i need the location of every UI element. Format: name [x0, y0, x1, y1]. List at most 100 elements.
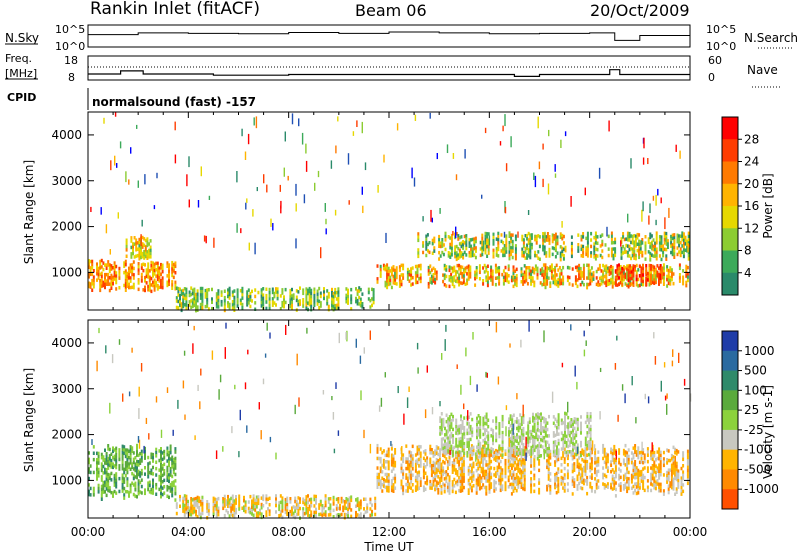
data-cell: [656, 456, 659, 461]
data-cell: [510, 463, 513, 467]
data-cell: [562, 247, 565, 252]
data-cell: [233, 512, 236, 516]
data-cell: [185, 497, 188, 502]
data-cell: [345, 287, 348, 291]
data-cell: [493, 486, 496, 490]
data-cell: [160, 482, 162, 486]
data-cell: [632, 270, 635, 275]
data-cell: [429, 444, 432, 449]
data-cell: [671, 243, 674, 247]
data-cell: [395, 275, 398, 280]
data-cell: [594, 241, 597, 245]
data-cell: [538, 462, 541, 466]
data-cell: [238, 497, 241, 502]
data-cell: [113, 454, 116, 459]
data-cell: [613, 444, 616, 449]
data-cell: [456, 460, 459, 464]
data-cell: [171, 260, 174, 265]
data-cell: [207, 288, 210, 292]
data-cell: [302, 507, 305, 511]
data-cell: [528, 436, 531, 440]
data-cell: [518, 467, 521, 472]
data-cell: [627, 470, 630, 475]
data-cell: [448, 484, 451, 489]
data-cell: [640, 453, 643, 458]
data-cell: [236, 298, 239, 302]
data-cell: [331, 287, 333, 292]
data-cell: [201, 495, 204, 500]
data-cell: [123, 283, 126, 288]
data-cell: [667, 487, 670, 492]
data-cell: [231, 290, 234, 294]
speckle-cell: [125, 171, 127, 183]
data-cell: [504, 458, 507, 463]
speckle-cell: [510, 136, 512, 148]
data-cell: [624, 453, 627, 457]
data-cell: [152, 267, 154, 272]
data-cell: [343, 506, 346, 510]
data-cell: [251, 499, 253, 503]
data-cell: [249, 507, 252, 512]
data-cell: [543, 245, 546, 249]
data-cell: [589, 269, 592, 273]
data-cell: [650, 453, 653, 457]
data-cell: [576, 461, 579, 466]
data-cell: [608, 278, 611, 283]
data-cell: [99, 272, 102, 277]
speckle-cell: [640, 239, 642, 246]
data-cell: [97, 266, 100, 271]
data-cell: [160, 447, 162, 451]
data-cell: [514, 237, 517, 242]
data-cell: [450, 240, 453, 244]
data-cell: [337, 500, 340, 504]
data-cell: [425, 234, 428, 238]
data-cell: [140, 472, 143, 476]
data-cell: [297, 302, 300, 307]
data-cell: [487, 248, 490, 252]
data-cell: [174, 447, 177, 451]
data-cell: [220, 303, 223, 307]
data-cell: [562, 275, 565, 279]
data-cell: [532, 447, 534, 452]
data-cell: [163, 456, 166, 460]
data-cell: [565, 425, 568, 429]
data-cell: [548, 414, 550, 419]
data-cell: [624, 472, 627, 477]
data-cell: [529, 252, 532, 257]
data-cell: [262, 293, 265, 297]
data-cell: [560, 421, 563, 426]
data-cell: [628, 235, 631, 239]
data-cell: [595, 463, 598, 468]
data-cell: [455, 425, 458, 429]
data-cell: [488, 448, 491, 453]
data-cell: [291, 506, 293, 510]
data-cell: [468, 421, 470, 426]
data-cell: [384, 479, 387, 483]
data-cell: [603, 460, 606, 465]
data-cell: [578, 462, 581, 467]
data-cell: [455, 421, 458, 426]
data-cell: [102, 484, 105, 488]
data-cell: [546, 235, 549, 239]
data-cell: [682, 248, 685, 252]
data-cell: [533, 464, 536, 468]
data-cell: [482, 423, 485, 427]
data-cell: [536, 453, 539, 458]
data-cell: [438, 250, 441, 255]
speckle-cell: [436, 153, 438, 160]
data-cell: [475, 456, 478, 460]
data-cell: [658, 235, 661, 239]
data-cell: [503, 253, 506, 258]
data-cell: [91, 262, 94, 267]
data-cell: [302, 298, 305, 302]
data-cell: [201, 302, 204, 307]
data-cell: [671, 246, 674, 250]
data-cell: [488, 455, 491, 459]
data-cell: [658, 473, 661, 477]
data-cell: [468, 425, 470, 429]
data-cell: [466, 265, 469, 270]
data-cell: [171, 465, 174, 469]
data-cell: [679, 247, 682, 251]
data-cell: [230, 506, 233, 510]
data-cell: [310, 513, 313, 518]
